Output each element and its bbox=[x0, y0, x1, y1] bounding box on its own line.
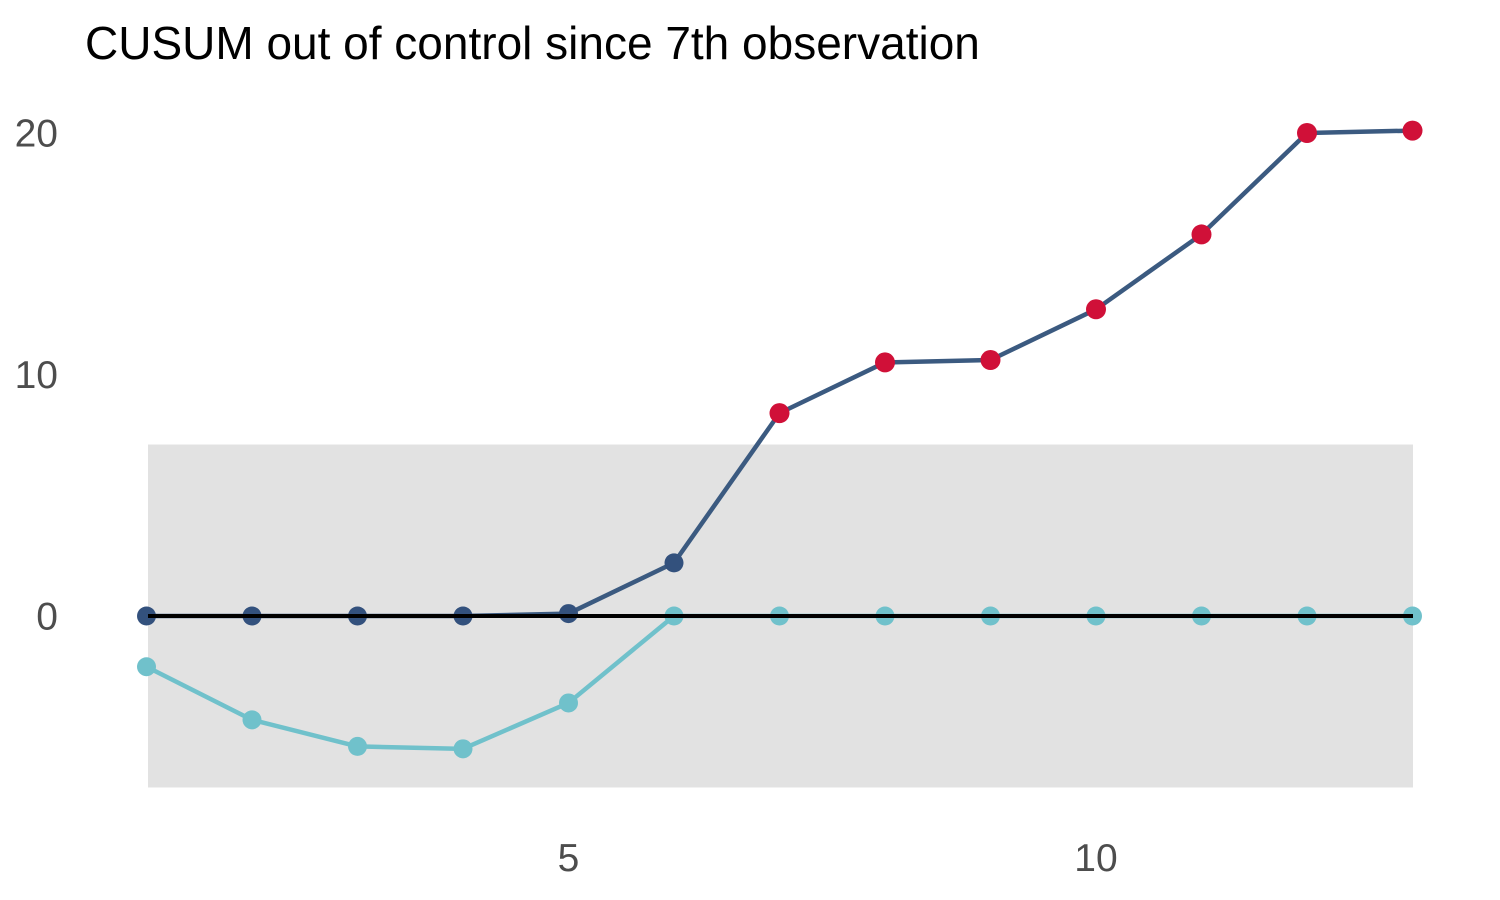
y-tick-label: 20 bbox=[15, 113, 58, 156]
out-of-control-point bbox=[980, 350, 1001, 371]
upper-cusum-point bbox=[137, 606, 156, 626]
x-tick-label: 5 bbox=[558, 837, 580, 880]
y-tick-label: 10 bbox=[15, 354, 58, 397]
out-of-control-point bbox=[769, 403, 790, 424]
out-of-control-point bbox=[1086, 299, 1106, 320]
lower-cusum-point bbox=[453, 739, 473, 759]
upper-cusum-point bbox=[664, 553, 684, 573]
x-tick-label: 10 bbox=[1074, 837, 1117, 880]
x-axis-labels: 5 10 bbox=[558, 837, 1118, 880]
y-tick-label: 0 bbox=[36, 596, 58, 639]
out-of-control-point bbox=[1402, 120, 1423, 141]
lower-cusum-point bbox=[137, 657, 156, 677]
lower-cusum-point bbox=[559, 693, 578, 713]
upper-cusum-point bbox=[559, 604, 578, 624]
out-of-control-point bbox=[1191, 224, 1212, 245]
chart-title: CUSUM out of control since 7th observati… bbox=[85, 17, 980, 69]
out-of-control-point bbox=[875, 352, 895, 373]
lower-cusum-point bbox=[348, 736, 367, 756]
lower-cusum-point bbox=[242, 710, 262, 730]
y-axis-labels: 20 10 0 bbox=[15, 113, 58, 639]
out-of-control-point bbox=[1297, 123, 1317, 143]
